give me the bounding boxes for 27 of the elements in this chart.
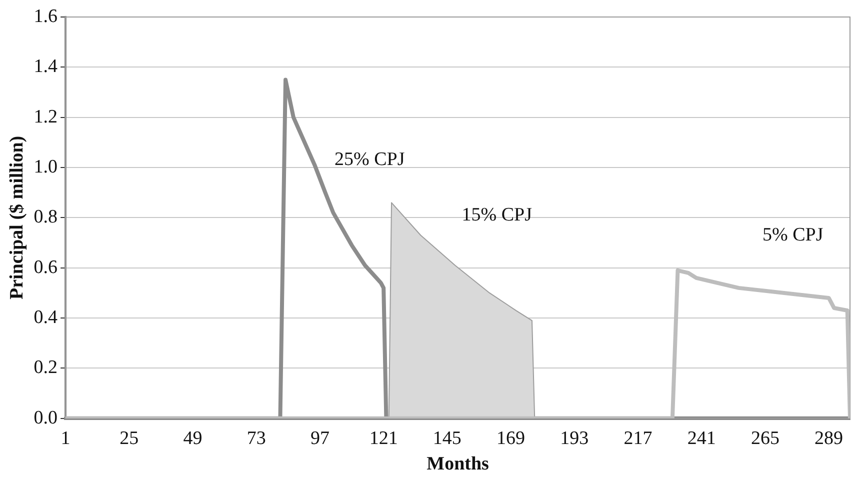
y-axis-title: Principal ($ million) [6, 136, 28, 300]
y-tick-label: 0.2 [34, 357, 58, 378]
x-tick-label: 169 [496, 428, 526, 449]
series-label: 25% CPJ [334, 148, 405, 170]
y-tick-label: 0.8 [34, 206, 58, 228]
y-tick-label: 1.6 [34, 6, 58, 27]
x-tick-label: 193 [560, 428, 589, 449]
y-tick-label: 1.4 [34, 56, 58, 78]
x-tick-label: 1 [60, 428, 70, 449]
y-tick-label: 1.2 [34, 106, 58, 128]
x-tick-label: 265 [750, 428, 780, 449]
series-label: 15% CPJ [462, 204, 532, 226]
x-tick-label: 97 [310, 428, 330, 449]
x-tick-label: 145 [432, 428, 462, 449]
x-tick-label: 217 [624, 428, 652, 449]
y-tick-label: 0.4 [34, 307, 58, 328]
x-tick-label: 289 [814, 428, 844, 449]
x-axis-title: Months [426, 454, 489, 475]
text: 5% CPJ [762, 224, 824, 246]
y-tick-label: 0.0 [34, 407, 58, 428]
x-tick-label: 25 [120, 428, 139, 449]
x-tick-label: 73 [246, 428, 266, 449]
y-tick-label: 1.0 [34, 156, 58, 178]
x-tick-label: 49 [183, 428, 202, 449]
x-tick-label: 121 [369, 428, 398, 449]
y-tick-label: 0.6 [34, 256, 58, 278]
x-tick-label: 241 [687, 428, 716, 449]
